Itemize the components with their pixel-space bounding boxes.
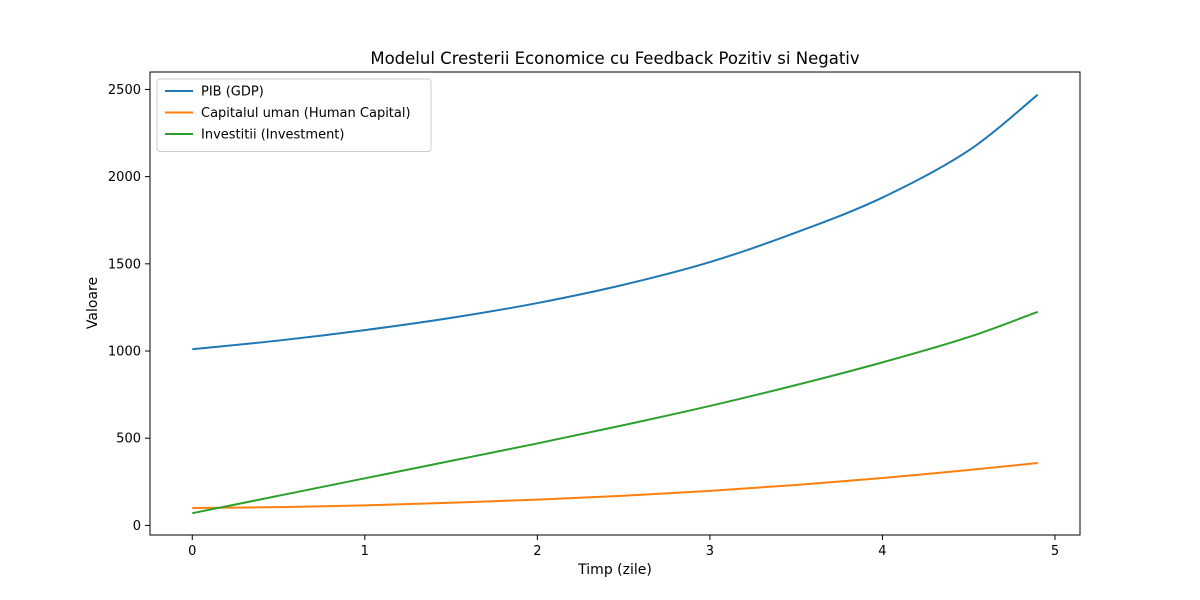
legend-label: PIB (GDP) <box>201 85 264 100</box>
y-tick-label: 500 <box>116 432 141 447</box>
y-tick-label: 0 <box>133 519 141 534</box>
series-lines <box>192 93 1039 515</box>
series-line-2 <box>192 461 1038 509</box>
plot-frame <box>149 71 1081 536</box>
legend: PIB (GDP) Capitalul uman (Human Capital) I… <box>156 78 432 152</box>
x-tick-label: 4 <box>878 544 886 559</box>
x-axis: 0 1 2 3 4 5 <box>188 535 1059 559</box>
x-tick-label: 5 <box>1051 544 1059 559</box>
y-axis-label: Valoare <box>85 277 101 329</box>
x-tick-label: 0 <box>188 544 196 559</box>
legend-label: Investitii (Investment) <box>201 128 344 143</box>
x-tick-label: 2 <box>533 544 541 559</box>
chart-title: Modelul Cresterii Economice cu Feedback … <box>370 49 860 68</box>
legend-label: Capitalul uman (Human Capital) <box>201 106 411 121</box>
y-tick-label: 1000 <box>108 345 141 360</box>
x-axis-label: Timp (zile) <box>577 562 652 578</box>
x-tick-label: 3 <box>706 544 714 559</box>
y-axis: 0 500 1000 1500 2000 2500 <box>108 83 150 534</box>
series-line-3 <box>192 310 1039 515</box>
x-tick-label: 1 <box>361 544 369 559</box>
legend-box <box>156 78 432 152</box>
series-line-1 <box>192 93 1039 351</box>
y-tick-label: 2000 <box>108 170 141 185</box>
y-tick-label: 1500 <box>108 257 141 272</box>
y-tick-label: 2500 <box>108 83 141 98</box>
